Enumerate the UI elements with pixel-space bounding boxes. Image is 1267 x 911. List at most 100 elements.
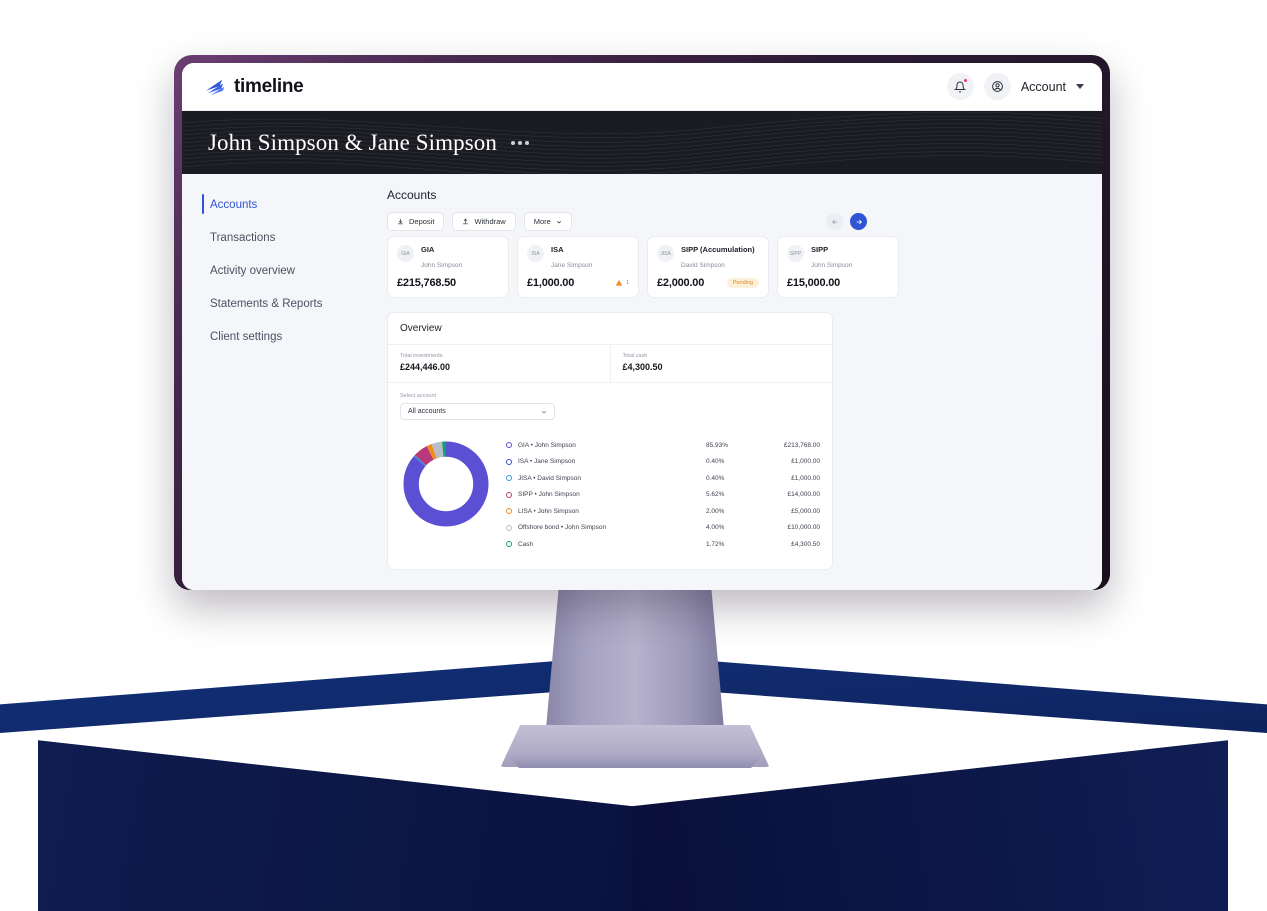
brand[interactable]: timeline	[204, 76, 304, 98]
carousel-controls	[387, 213, 867, 230]
account-type-badge: GIA	[397, 245, 414, 262]
total-cash-label: Total cash	[622, 353, 648, 359]
bell-icon	[954, 81, 967, 92]
legend-amount: £4,300.50	[791, 540, 820, 548]
carousel-prev-button[interactable]	[826, 213, 843, 230]
allocation-legend: GIA • John Simpson 85.93% £213,768.00 ISA •…	[506, 434, 820, 553]
account-type: GIA	[421, 245, 435, 254]
legend-marker-icon	[506, 541, 512, 548]
page-title: John Simpson & Jane Simpson	[208, 129, 497, 155]
legend-row[interactable]: JISA • David Simpson 0.40% £1,000.00	[506, 470, 820, 487]
legend-percentage: 85.93%	[706, 441, 729, 449]
account-owner: John Simpson	[811, 262, 853, 270]
top-bar-actions: Account	[946, 73, 1084, 100]
legend-amount: £14,000.00	[787, 491, 820, 499]
sidebar-nav: Accounts Transactions Activity overview …	[182, 174, 387, 590]
account-card[interactable]: SIPP SIPP John Simpson £15,000.00	[777, 236, 899, 298]
more-button[interactable]: More	[523, 212, 572, 231]
legend-percentage: 1.72%	[706, 540, 725, 548]
total-investments: Total investments £244,446.00	[388, 345, 610, 382]
account-balance: £215,768.50	[397, 277, 456, 289]
warning-count: 1	[625, 280, 629, 286]
main-content: Accounts Deposit Withdraw	[387, 174, 1102, 590]
withdraw-button[interactable]: Withdraw	[452, 212, 516, 231]
sidebar-item-label: Transactions	[210, 231, 276, 244]
sidebar-item-label: Statements & Reports	[210, 297, 323, 310]
chevron-down-icon	[541, 410, 547, 414]
account-type: ISA	[551, 245, 564, 254]
legend-amount: £213,768.00	[783, 441, 820, 449]
ellipsis-dot	[510, 140, 515, 145]
sidebar-item-label: Activity overview	[210, 264, 295, 277]
account-owner: Jane Simpson	[551, 262, 593, 270]
deposit-button[interactable]: Deposit	[387, 212, 445, 231]
chevron-down-icon	[556, 220, 561, 224]
arrow-right-icon	[856, 219, 862, 224]
legend-percentage: 0.40%	[706, 458, 725, 466]
sidebar-item-transactions[interactable]: Transactions	[182, 225, 387, 250]
account-type: SIPP	[811, 245, 829, 254]
legend-label: Cash	[518, 540, 534, 548]
account-type-badge: ISA	[527, 245, 544, 262]
select-account-value: All accounts	[408, 408, 446, 415]
ellipsis-dot	[524, 140, 529, 145]
total-cash: Total cash £4,300.50	[609, 345, 833, 382]
ellipsis-dot	[517, 140, 522, 145]
section-title: Accounts	[387, 188, 437, 202]
legend-percentage: 5.62%	[706, 491, 725, 499]
legend-row[interactable]: GIA • John Simpson 85.93% £213,768.00	[506, 437, 820, 454]
deposit-label: Deposit	[409, 217, 435, 226]
sidebar-item-client-settings[interactable]: Client settings	[182, 324, 387, 349]
account-card[interactable]: GIA GIA John Simpson £215,768.50	[387, 236, 509, 298]
total-cash-value: £4,300.50	[622, 362, 663, 372]
account-owner: David Simpson	[681, 262, 725, 270]
overview-title: Overview	[388, 313, 832, 345]
legend-percentage: 0.40%	[706, 474, 725, 482]
allocation-donut-chart	[403, 441, 489, 527]
legend-row[interactable]: Cash 1.72% £4,300.50	[506, 536, 820, 553]
accounts-carousel[interactable]: GIA GIA John Simpson £215,768.50 IS	[387, 236, 899, 298]
legend-marker-icon	[506, 508, 512, 515]
client-actions-menu[interactable]	[510, 140, 529, 145]
timeline-logo-icon	[206, 79, 224, 95]
legend-label: LISA • John Simpson	[518, 507, 579, 515]
account-type-badge: JISA	[657, 245, 674, 262]
sidebar-item-label: Client settings	[210, 330, 283, 343]
legend-row[interactable]: LISA • John Simpson 2.00% £5,000.00	[506, 503, 820, 520]
legend-label: GIA • John Simpson	[518, 441, 576, 449]
select-account-dropdown[interactable]: All accounts	[400, 403, 555, 420]
overview-totals: Total investments £244,446.00 Total cash…	[388, 345, 832, 383]
sidebar-item-activity-overview[interactable]: Activity overview	[182, 258, 387, 283]
select-account-label: Select account	[400, 393, 437, 399]
sidebar-item-label: Accounts	[210, 198, 258, 211]
sidebar-item-accounts[interactable]: Accounts	[182, 192, 387, 217]
legend-row[interactable]: Offshore bond • John Simpson 4.00% £10,000…	[506, 520, 820, 537]
legend-marker-icon	[506, 491, 512, 498]
legend-amount: £10,000.00	[787, 524, 820, 532]
monitor-stand	[470, 580, 800, 775]
account-card[interactable]: ISA ISA Jane Simpson £1,000.00	[517, 236, 639, 298]
chevron-down-icon[interactable]	[1076, 84, 1084, 89]
legend-row[interactable]: SIPP • John Simpson 5.62% £14,000.00	[506, 487, 820, 504]
user-avatar-button[interactable]	[983, 73, 1011, 100]
legend-row[interactable]: ISA • Jane Simpson 0.40% £1,000.00	[506, 454, 820, 471]
legend-label: ISA • Jane Simpson	[518, 458, 576, 466]
account-type: SIPP (Accumulation)	[681, 245, 755, 254]
status-badge: Pending	[726, 278, 759, 288]
account-menu-label[interactable]: Account	[1020, 79, 1066, 94]
notifications-button[interactable]	[946, 73, 974, 100]
warning-triangle-icon	[615, 280, 623, 286]
upload-arrow-icon	[463, 218, 469, 225]
donut-segment[interactable]	[403, 441, 489, 527]
wave-decoration	[182, 111, 1102, 174]
user-circle-icon	[991, 81, 1003, 92]
legend-marker-icon	[506, 442, 512, 449]
account-warning[interactable]: 1	[615, 279, 629, 287]
withdraw-label: Withdraw	[474, 217, 506, 226]
account-type-badge: SIPP	[787, 245, 804, 262]
sidebar-item-statements-reports[interactable]: Statements & Reports	[182, 291, 387, 316]
stand-neck	[545, 580, 725, 740]
total-investments-label: Total investments	[400, 353, 443, 359]
account-card[interactable]: JISA SIPP (Accumulation) David Simpson £…	[647, 236, 769, 298]
carousel-next-button[interactable]	[850, 213, 867, 230]
